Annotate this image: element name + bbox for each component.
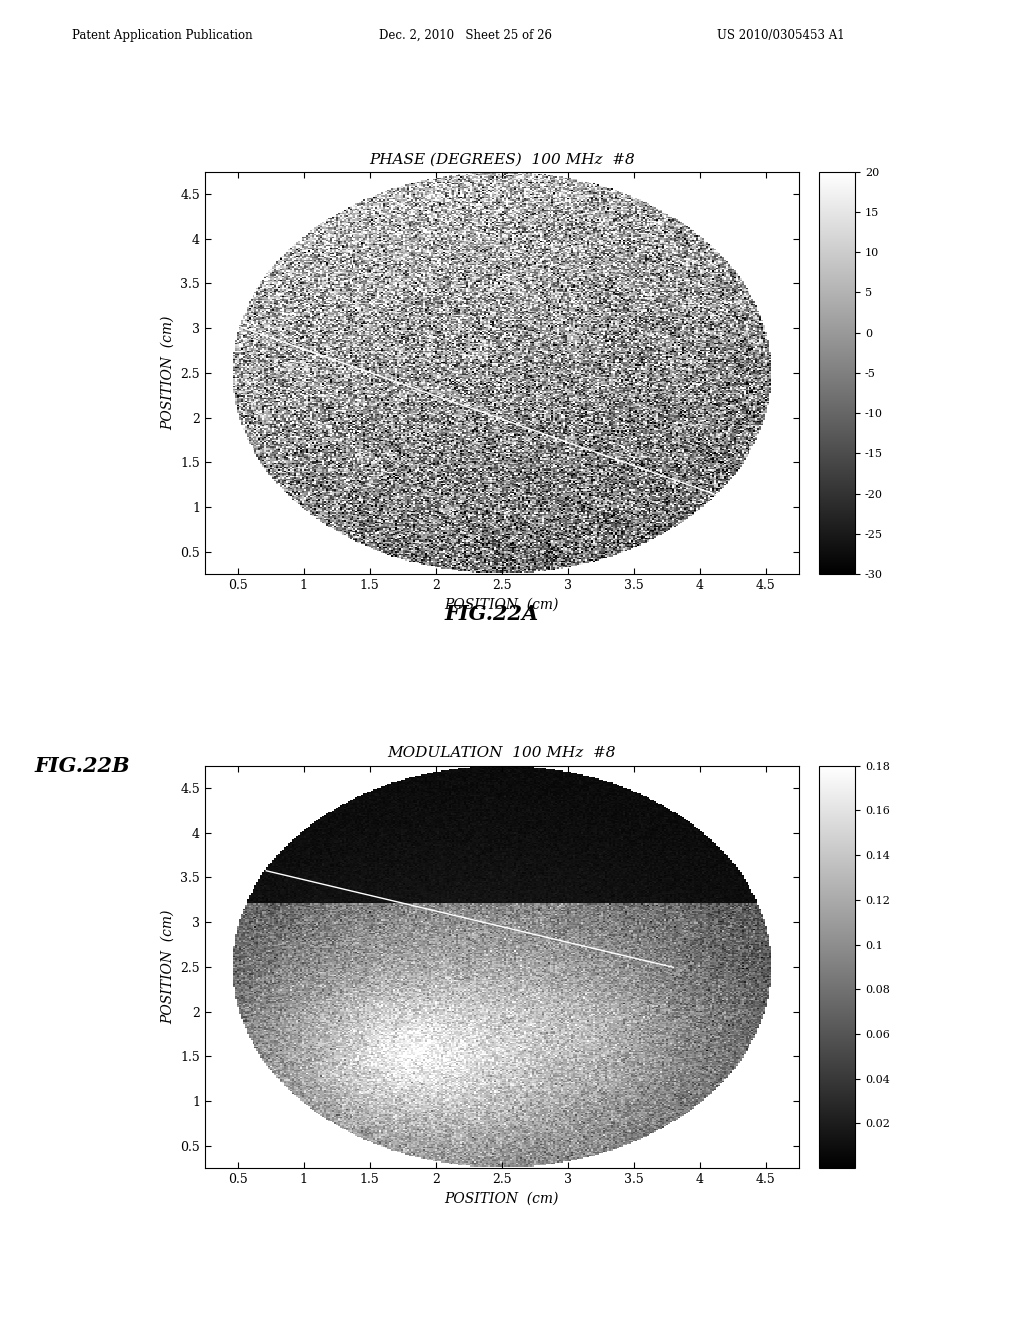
X-axis label: POSITION  (cm): POSITION (cm) — [444, 598, 559, 611]
Text: Patent Application Publication: Patent Application Publication — [72, 29, 252, 42]
Y-axis label: POSITION  (cm): POSITION (cm) — [161, 909, 175, 1024]
Y-axis label: POSITION  (cm): POSITION (cm) — [161, 315, 175, 430]
Title: MODULATION  100 MHz  #8: MODULATION 100 MHz #8 — [387, 746, 616, 760]
Text: FIG.22B: FIG.22B — [34, 755, 130, 776]
Text: Dec. 2, 2010   Sheet 25 of 26: Dec. 2, 2010 Sheet 25 of 26 — [379, 29, 552, 42]
Text: US 2010/0305453 A1: US 2010/0305453 A1 — [717, 29, 845, 42]
Title: PHASE (DEGREES)  100 MHz  #8: PHASE (DEGREES) 100 MHz #8 — [369, 152, 635, 166]
X-axis label: POSITION  (cm): POSITION (cm) — [444, 1192, 559, 1205]
Text: FIG.22A: FIG.22A — [444, 603, 539, 624]
